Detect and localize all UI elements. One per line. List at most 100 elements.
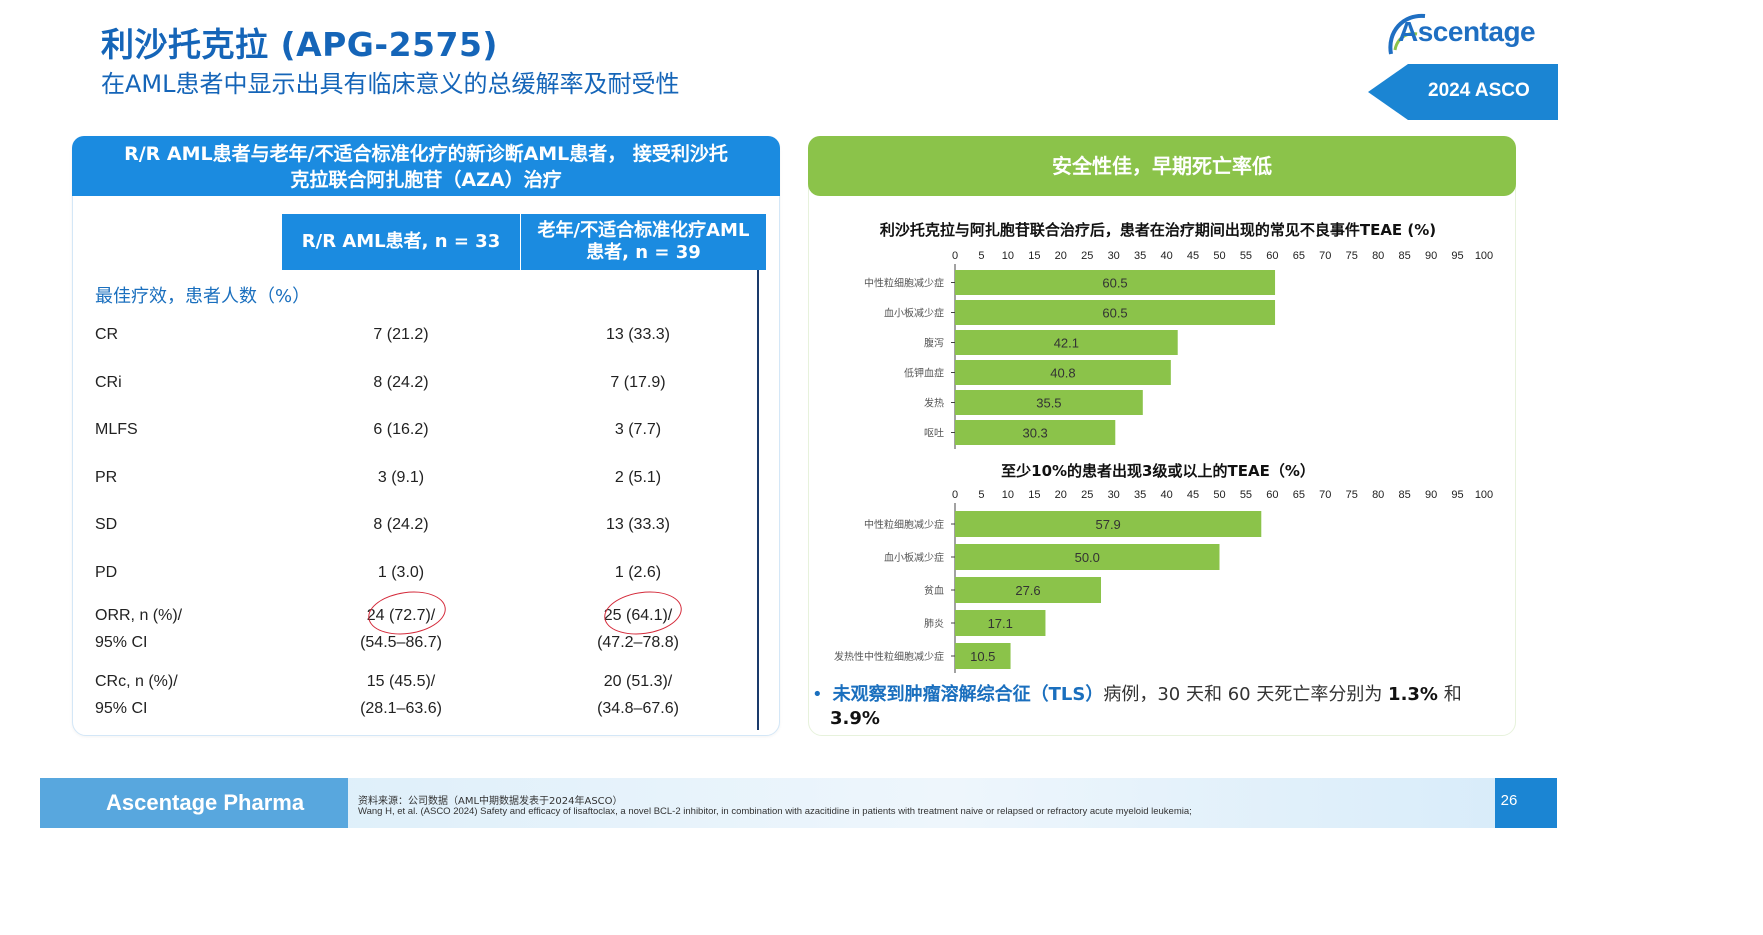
- category-label: 血小板减少症: [884, 307, 944, 320]
- efficacy-header-line2: 克拉联合阿扎胞苷（AZA）治疗: [290, 169, 562, 191]
- column-header-rr-aml: R/R AML患者, n = 33: [282, 214, 520, 270]
- x-tick-label: 35: [1134, 250, 1146, 262]
- x-tick-label: 100: [1475, 489, 1493, 501]
- bar: [955, 300, 1276, 325]
- table-cell: 1 (3.0): [377, 564, 425, 581]
- row-label: PR: [95, 469, 118, 486]
- row-label: 95% CI: [95, 634, 148, 651]
- x-tick-label: 0: [952, 489, 958, 501]
- table-cell: 20 (51.3)/: [603, 673, 673, 690]
- data-label: 50.0: [1075, 550, 1100, 565]
- data-label: 60.5: [1102, 276, 1127, 291]
- x-tick-label: 55: [1240, 250, 1252, 262]
- data-label: 42.1: [1054, 336, 1079, 351]
- table-cell: 24 (72.7)/: [366, 607, 436, 624]
- chart-title: 利沙托克拉与阿扎胞苷联合治疗后，患者在治疗期间出现的常见不良事件TEAE (%): [880, 221, 1436, 239]
- footer-brand: Ascentage Pharma: [106, 790, 305, 815]
- conference-tag-label: 2024 ASCO: [1428, 80, 1530, 101]
- x-tick-label: 55: [1240, 489, 1252, 501]
- tls-note: • 未观察到肿瘤溶解综合征（TLS）病例，30 天和 60 天死亡率分别为 1.3…: [812, 683, 1502, 731]
- category-label: 发热性中性粒细胞减少症: [834, 650, 944, 663]
- x-tick-label: 5: [978, 489, 984, 501]
- bar: [955, 610, 1046, 636]
- column-header-elderly-line1: 老年/不适合标准化疗AML: [537, 220, 750, 241]
- category-label: 中性粒细胞减少症: [864, 277, 944, 290]
- page-number-box: [1495, 778, 1557, 828]
- category-label: 发热: [924, 397, 944, 410]
- table-cell: 1 (2.6): [614, 564, 662, 581]
- x-tick-label: 45: [1187, 250, 1199, 262]
- table-cell: (28.1–63.6): [360, 700, 442, 717]
- x-tick-label: 10: [1002, 489, 1014, 501]
- logo-text: Ascentage: [1398, 16, 1536, 47]
- category-label: 低钾血症: [904, 367, 944, 380]
- table-cell: 7 (17.9): [610, 374, 666, 391]
- table-cell: 3 (7.7): [614, 421, 662, 438]
- mortality-30d: 1.3%: [1388, 684, 1438, 705]
- table-cell: 7 (21.2): [373, 326, 429, 343]
- table-cell: 3 (9.1): [377, 469, 425, 486]
- footer-source: 资料来源：公司数据（AML中期数据发表于2024年ASCO）: [358, 796, 623, 807]
- table-cell: 13 (33.3): [605, 516, 671, 533]
- ascentage-logo-icon: [1388, 13, 1426, 55]
- bar: [955, 390, 1143, 415]
- tls-and: 和: [1437, 684, 1462, 705]
- row-label: CRc, n (%)/: [95, 673, 178, 690]
- data-label: 57.9: [1095, 517, 1120, 532]
- page-title: 利沙托克拉 (APG-2575): [101, 25, 499, 64]
- row-label: SD: [95, 516, 118, 533]
- category-label: 腹泻: [924, 337, 944, 350]
- x-tick-label: 70: [1319, 250, 1331, 262]
- x-tick-label: 50: [1213, 489, 1225, 501]
- bar: [955, 544, 1220, 570]
- x-tick-label: 20: [1055, 250, 1067, 262]
- row-label: MLFS: [95, 421, 138, 438]
- efficacy-header-line1: R/R AML患者与老年/不适合标准化疗的新诊断AML患者， 接受利沙托: [124, 143, 728, 165]
- page-number: 26: [1500, 792, 1518, 809]
- column-header-elderly-line2: 患者, n = 39: [586, 242, 701, 263]
- category-label: 呕吐: [924, 428, 944, 440]
- row-label: CRi: [95, 374, 122, 391]
- data-label: 10.5: [970, 649, 995, 664]
- table-cell: 8 (24.2): [373, 374, 429, 391]
- bar: [955, 420, 1116, 445]
- x-tick-label: 90: [1425, 250, 1437, 262]
- x-tick-label: 40: [1160, 489, 1172, 501]
- tls-text: 病例，30 天和 60 天死亡率分别为: [1103, 684, 1389, 705]
- data-label: 35.5: [1036, 396, 1061, 411]
- data-label: 60.5: [1102, 306, 1127, 321]
- x-tick-label: 85: [1399, 250, 1411, 262]
- efficacy-panel-header: R/R AML患者与老年/不适合标准化疗的新诊断AML患者， 接受利沙托 克拉联…: [72, 136, 780, 196]
- x-tick-label: 80: [1372, 250, 1384, 262]
- best-response-label: 最佳疗效，患者人数（%）: [95, 286, 311, 307]
- x-tick-label: 5: [978, 250, 984, 262]
- row-label: PD: [95, 564, 118, 581]
- x-tick-label: 85: [1399, 489, 1411, 501]
- x-tick-label: 35: [1134, 489, 1146, 501]
- category-label: 贫血: [924, 584, 944, 597]
- footer-brand-block: [40, 778, 348, 828]
- conference-tag: [1368, 64, 1558, 120]
- x-tick-label: 0: [952, 250, 958, 262]
- table-cell: 6 (16.2): [373, 421, 429, 438]
- data-label: 27.6: [1015, 583, 1040, 598]
- bar: [955, 643, 1011, 669]
- x-tick-label: 80: [1372, 489, 1384, 501]
- category-label: 血小板减少症: [884, 551, 944, 564]
- table-cell: 2 (5.1): [614, 469, 662, 486]
- x-tick-label: 40: [1160, 250, 1172, 262]
- x-tick-label: 45: [1187, 489, 1199, 501]
- category-label: 肺炎: [924, 618, 944, 630]
- bar: [955, 577, 1102, 603]
- table-cell: 25 (64.1)/: [603, 607, 673, 624]
- data-label: 17.1: [988, 616, 1013, 631]
- x-tick-label: 60: [1266, 489, 1278, 501]
- table-cell: 8 (24.2): [373, 516, 429, 533]
- safety-panel-header: 安全性佳，早期死亡率低: [808, 136, 1516, 196]
- safety-panel: [808, 136, 1516, 736]
- x-tick-label: 95: [1451, 489, 1463, 501]
- x-tick-label: 75: [1346, 250, 1358, 262]
- category-label: 中性粒细胞减少症: [864, 518, 944, 531]
- x-tick-label: 65: [1293, 250, 1305, 262]
- table-cell: (54.5–86.7): [360, 634, 442, 651]
